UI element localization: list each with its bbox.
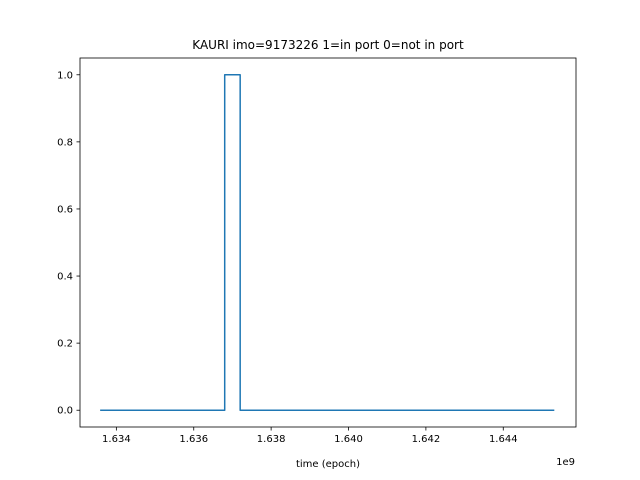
chart-title: KAURI imo=9173226 1=in port 0=not in por… xyxy=(192,38,464,52)
axes-frame xyxy=(79,57,577,428)
y-tick-label: 0.4 xyxy=(57,272,73,283)
x-tick-label: 1.634 xyxy=(102,434,131,445)
y-tick-label: 1.0 xyxy=(57,70,73,81)
plot-area xyxy=(79,57,577,428)
series-line-0 xyxy=(100,74,555,411)
y-tick-label: 0.2 xyxy=(57,339,73,350)
x-axis-offset-label: 1e9 xyxy=(556,457,575,468)
x-tick-label: 1.644 xyxy=(489,434,518,445)
x-axis-label: time (epoch) xyxy=(296,459,360,470)
x-tick-label: 1.638 xyxy=(257,434,286,445)
y-tick-label: 0.8 xyxy=(57,137,73,148)
y-axis: 0.0 0.2 0.4 0.6 0.8 1.0 xyxy=(57,70,80,417)
y-tick-label: 0.0 xyxy=(57,406,73,417)
y-tick-label: 0.6 xyxy=(57,204,73,215)
x-axis: 1.634 1.636 1.638 1.640 1.642 1.644 xyxy=(102,427,518,445)
x-tick-label: 1.642 xyxy=(412,434,441,445)
x-tick-label: 1.636 xyxy=(179,434,208,445)
x-tick-label: 1.640 xyxy=(334,434,363,445)
